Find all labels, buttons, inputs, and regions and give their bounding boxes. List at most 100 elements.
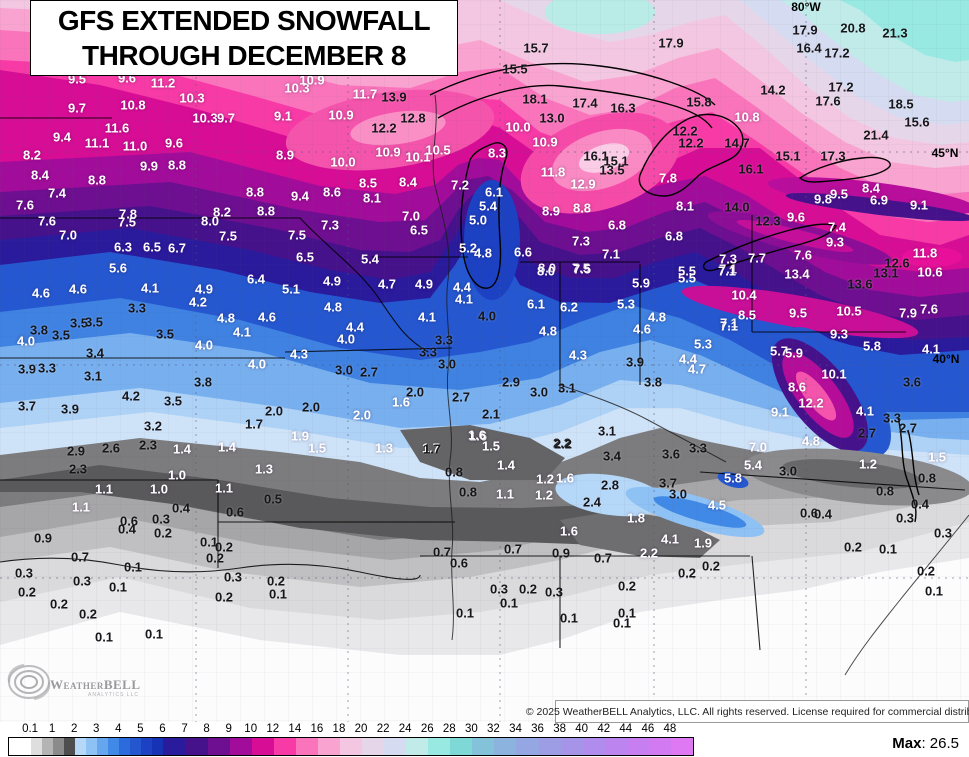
snowfall-value: 15.8 (686, 94, 712, 110)
colorbar-tick: 26 (420, 723, 434, 735)
max-value-readout: Max: 26.5 (892, 735, 959, 752)
snowfall-value: 17.9 (658, 35, 684, 51)
snowfall-value: 13.0 (539, 110, 565, 126)
colorbar-tick: 30 (464, 723, 478, 735)
snowfall-value: 7.0 (58, 227, 78, 243)
snowfall-value: 8.4 (30, 167, 50, 183)
snowfall-value: 7.2 (450, 177, 470, 193)
snowfall-value: 4.8 (473, 245, 493, 261)
colorbar-tick: 34 (509, 723, 522, 735)
snowfall-value: 0.2 (916, 563, 936, 579)
snowfall-value: 10.9 (299, 72, 325, 88)
snowfall-value: 7.8 (658, 170, 678, 186)
snowfall-value: 9.6 (786, 209, 806, 225)
colorbar-segment (97, 738, 120, 755)
snowfall-value: 4.3 (568, 347, 588, 363)
snowfall-value: 9.5 (829, 186, 849, 202)
colorbar-tick: 38 (553, 723, 567, 735)
snowfall-value: 1.4 (496, 457, 516, 473)
colorbar-segment (560, 738, 583, 755)
snowfall-value: 1.6 (559, 523, 579, 539)
snowfall-value: 6.1 (484, 184, 504, 200)
snowfall-value: 6.8 (664, 228, 684, 244)
snowfall-value: 1.1 (71, 499, 91, 515)
snowfall-value: 17.2 (824, 45, 850, 61)
snowfall-value: 12.2 (678, 135, 704, 151)
snowfall-value: 10.4 (731, 287, 757, 303)
snowfall-value: 0.7 (593, 550, 613, 566)
snowfall-value: 3.3 (882, 410, 902, 426)
snowfall-value: 4.6 (31, 285, 51, 301)
snowfall-value: 0.7 (432, 544, 452, 560)
colorbar-segment (295, 738, 318, 755)
snowfall-value: 5.8 (723, 470, 743, 486)
snowfall-value: 4.0 (247, 356, 267, 372)
snowfall-value: 18.5 (888, 96, 914, 112)
snowfall-value: 5.3 (693, 336, 713, 352)
colorbar-segment (604, 738, 627, 755)
snowfall-value: 0.6 (449, 555, 469, 571)
snowfall-value: 5.1 (281, 281, 301, 297)
snowfall-value: 11.0 (122, 138, 148, 154)
snowfall-value: 0.1 (144, 626, 164, 642)
map-title-line1: GFS EXTENDED SNOWFALL (57, 5, 431, 36)
map-title-box: GFS EXTENDED SNOWFALL THROUGH DECEMBER 8 (30, 0, 458, 76)
snowfall-value: 2.7 (451, 389, 471, 405)
snowfall-value: 1.9 (693, 535, 713, 551)
colorbar-segment (31, 738, 54, 755)
snowfall-value: 8.0 (536, 263, 556, 279)
snowfall-value: 13.1 (873, 265, 899, 281)
colorbar-tick: 4 (115, 723, 122, 735)
snowfall-value: 9.4 (52, 129, 72, 145)
snowfall-value: 3.5 (51, 327, 71, 343)
colorbar-segment (317, 738, 340, 755)
snowfall-value: 13.6 (847, 276, 873, 292)
colorbar-segment (119, 738, 142, 755)
snowfall-value: 4.2 (188, 294, 208, 310)
snowfall-value: 3.9 (625, 354, 645, 370)
snowfall-value: 7.3 (718, 251, 738, 267)
colorbar-tick: 28 (442, 723, 456, 735)
snowfall-value: 8.1 (362, 190, 382, 206)
graticule-lines (0, 0, 969, 722)
snowfall-value: 0.2 (214, 539, 234, 555)
snowfall-value: 10.3 (284, 80, 310, 96)
snowfall-value: 4.8 (801, 433, 821, 449)
snowfall-value: 1.2 (858, 456, 878, 472)
snowfall-value: 2.4 (582, 494, 602, 510)
snowfall-value: 4.9 (194, 281, 214, 297)
colorbar-segment (339, 738, 362, 755)
colorbar-tick: 42 (597, 723, 611, 735)
snowfall-value: 11.8 (912, 245, 938, 261)
snowfall-value: 0.3 (489, 581, 509, 597)
snowfall-value: 10.1 (821, 366, 847, 382)
snowfall-value: 6.5 (142, 239, 162, 255)
snowfall-value: 16.4 (796, 40, 822, 56)
snowfall-value: 4.5 (707, 497, 727, 513)
snowfall-value: 10.5 (425, 142, 451, 158)
graticule-label: 45°N (931, 146, 959, 160)
snowfall-value: 2.7 (359, 364, 379, 380)
colorbar-segment (428, 738, 451, 755)
snowfall-value: 12.3 (755, 213, 781, 229)
snowfall-value: 4.8 (323, 299, 343, 315)
snowfall-value: 0.6 (225, 504, 245, 520)
snowfall-value: 2.2 (552, 435, 572, 451)
snowfall-value: 0.3 (895, 510, 915, 526)
snowfall-value: 5.5 (677, 270, 697, 286)
snowfall-value: 3.8 (643, 374, 663, 390)
snowfall-value: 8.9 (541, 203, 561, 219)
lake-erie (702, 223, 838, 272)
snowfall-value: 0.2 (214, 589, 234, 605)
snowfall-value: 3.3 (37, 360, 57, 376)
lake-ontario (798, 156, 891, 183)
snowfall-value: 12.9 (570, 176, 596, 192)
snowfall-value: 3.0 (437, 356, 457, 372)
snowfall-value: 15.1 (775, 148, 801, 164)
snowfall-value: 5.9 (631, 275, 651, 291)
colorbar-tick: 1 (48, 723, 56, 735)
snowfall-value: 1.1 (94, 481, 114, 497)
rivers (432, 94, 969, 676)
colorbar-segment (648, 738, 671, 755)
snowfall-value: 2.6 (101, 440, 121, 456)
